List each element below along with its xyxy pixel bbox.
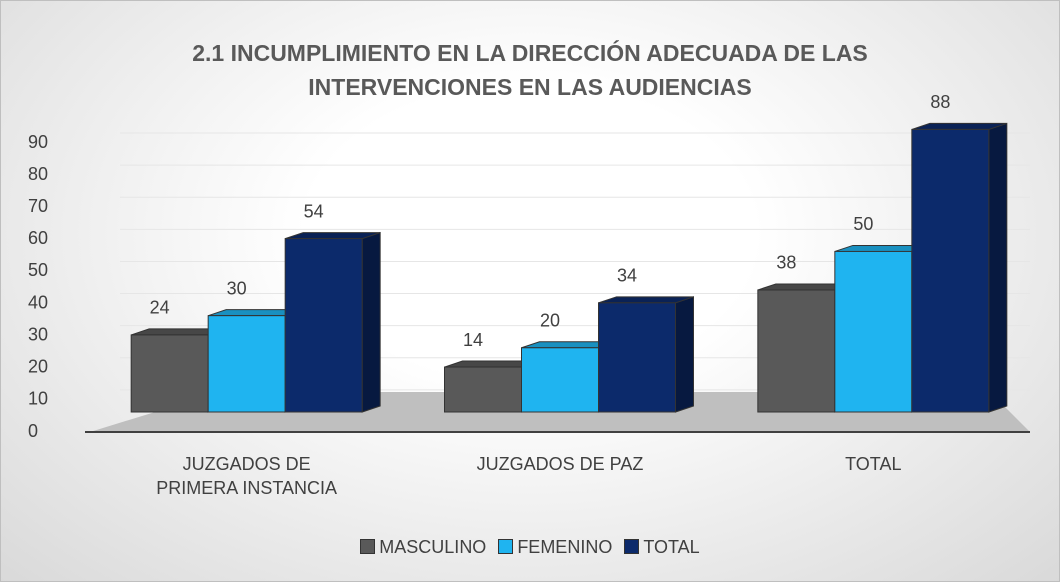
legend-item: MASCULINO xyxy=(360,537,486,558)
bar-side xyxy=(675,296,694,413)
y-tick-label: 90 xyxy=(28,132,48,152)
data-label: 54 xyxy=(304,201,324,221)
data-label: 50 xyxy=(853,214,873,234)
legend-swatch xyxy=(498,539,514,554)
bar-side xyxy=(988,122,1008,413)
bar xyxy=(130,334,209,413)
y-tick-label: 50 xyxy=(28,260,48,280)
data-label: 38 xyxy=(776,253,796,273)
y-tick-label: 70 xyxy=(28,196,48,216)
legend-item: TOTAL xyxy=(624,537,700,558)
x-tick-label: JUZGADOS DE PAZ xyxy=(476,454,644,474)
y-tick-label: 80 xyxy=(28,164,48,184)
bar xyxy=(598,302,676,413)
chart-title: 2.1 INCUMPLIMIENTO EN LA DIRECCIÓN ADECU… xyxy=(192,40,868,100)
legend: MASCULINO FEMENINO TOTAL xyxy=(0,537,1060,558)
legend-label: FEMENINO xyxy=(517,537,613,557)
y-tick-label: 40 xyxy=(28,292,48,312)
x-tick-label: TOTAL xyxy=(845,454,902,474)
legend-label: TOTAL xyxy=(643,537,700,557)
data-label: 20 xyxy=(540,311,560,331)
legend-swatch xyxy=(624,539,640,554)
bar xyxy=(834,250,913,413)
bar xyxy=(521,347,599,413)
bar-side xyxy=(361,231,381,413)
data-label: 24 xyxy=(150,298,170,318)
y-tick-label: 60 xyxy=(28,228,48,248)
x-tick-label: JUZGADOS DE PRIMERA INSTANCIA xyxy=(156,454,337,498)
bar xyxy=(444,366,522,413)
bar xyxy=(911,128,990,413)
data-label: 30 xyxy=(227,278,247,298)
y-tick-label: 20 xyxy=(28,357,48,377)
bar-top xyxy=(598,296,694,304)
bar xyxy=(207,315,286,413)
bar xyxy=(284,238,363,413)
legend-swatch xyxy=(360,539,376,554)
data-label: 88 xyxy=(930,92,950,112)
y-tick-label: 10 xyxy=(28,389,48,409)
legend-label: MASCULINO xyxy=(379,537,487,557)
bar xyxy=(757,289,836,413)
bar-top xyxy=(911,122,1007,130)
bar-top xyxy=(285,232,381,240)
data-label: 34 xyxy=(617,266,637,286)
y-tick-label: 0 xyxy=(28,421,38,441)
data-label: 14 xyxy=(463,330,483,350)
legend-item: FEMENINO xyxy=(498,537,612,558)
y-tick-label: 30 xyxy=(28,324,48,344)
